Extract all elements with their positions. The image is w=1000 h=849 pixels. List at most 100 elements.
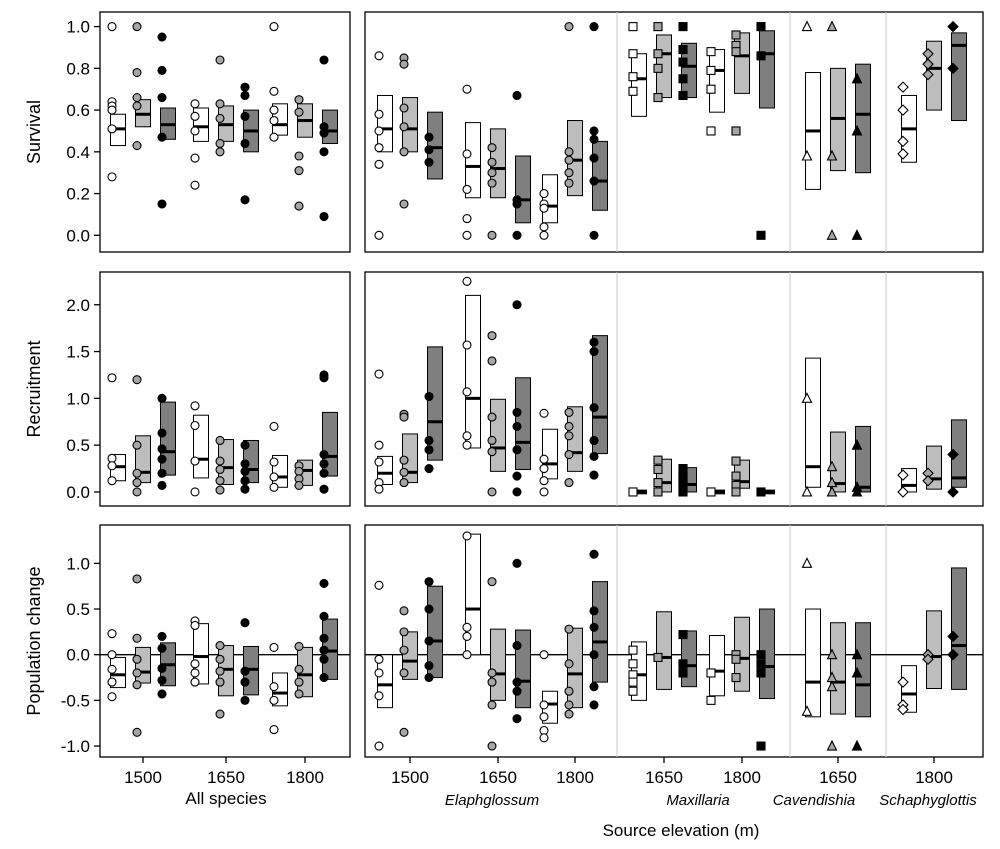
data-point	[678, 659, 688, 669]
box	[490, 398, 506, 472]
y-tick-label: 0.4	[66, 143, 90, 162]
all-species-label: All species	[185, 789, 266, 808]
data-point	[678, 90, 688, 101]
data-point	[319, 211, 329, 222]
data-point	[374, 369, 384, 379]
data-point	[487, 677, 497, 687]
data-point	[947, 486, 959, 498]
data-point	[462, 149, 472, 159]
y-tick-label: -0.5	[61, 691, 90, 710]
data-point	[240, 666, 250, 676]
data-point	[319, 373, 329, 383]
box	[681, 42, 697, 99]
data-point	[851, 648, 863, 660]
data-point	[269, 22, 279, 32]
box	[402, 631, 418, 680]
data-point	[851, 438, 863, 450]
data-point	[190, 180, 200, 190]
data-point	[269, 105, 279, 115]
data-point	[190, 99, 200, 109]
box	[926, 610, 942, 689]
data-point	[897, 81, 909, 93]
data-point	[539, 454, 549, 464]
data-point	[851, 229, 863, 240]
data-point	[269, 695, 279, 705]
data-point	[826, 149, 838, 161]
x-tick-label: 1500	[391, 768, 429, 787]
data-point	[424, 661, 434, 671]
y-tick-label: 1.0	[66, 554, 90, 573]
data-point	[706, 668, 716, 678]
data-point	[589, 22, 599, 32]
data-point	[107, 453, 117, 463]
data-point	[215, 709, 225, 719]
data-point	[399, 412, 409, 422]
data-point	[132, 487, 142, 497]
data-point	[706, 84, 716, 94]
data-point	[731, 456, 741, 466]
data-point	[107, 172, 117, 182]
box	[542, 174, 558, 224]
data-point	[539, 733, 549, 743]
data-point	[240, 138, 250, 149]
data-point	[539, 650, 549, 660]
y-tick-label: 0.8	[66, 59, 90, 78]
data-point	[756, 51, 766, 61]
data-point	[564, 155, 574, 165]
data-point	[731, 471, 741, 481]
x-tick-label: 1650	[819, 768, 857, 787]
data-point	[132, 22, 142, 32]
data-point	[487, 178, 497, 188]
data-point	[487, 412, 497, 422]
data-point	[157, 393, 167, 403]
data-point	[107, 476, 117, 486]
data-point	[190, 456, 200, 466]
data-point	[399, 103, 409, 113]
genus-label-maxillaria: Maxillaria	[666, 792, 729, 809]
data-point	[157, 675, 167, 685]
data-point	[319, 484, 329, 494]
data-point	[512, 487, 522, 497]
data-point	[653, 478, 663, 488]
genus-label-cavendishia: Cavendishia	[773, 792, 856, 809]
data-point	[826, 20, 838, 32]
panel-frame-all-species	[99, 11, 351, 253]
data-point	[512, 421, 522, 431]
data-point	[589, 622, 599, 632]
data-point	[589, 682, 599, 692]
data-point	[564, 168, 574, 178]
data-point	[190, 126, 200, 136]
data-point	[897, 486, 909, 498]
genus-labels: Elaphglossum Maxillaria Cavendishia Schaphy…	[445, 792, 977, 809]
data-point	[589, 549, 599, 559]
data-point	[424, 435, 434, 446]
data-point	[487, 157, 497, 167]
y-tick-label: 0.2	[66, 185, 90, 204]
data-point	[190, 487, 200, 497]
data-point	[897, 676, 909, 688]
data-point	[653, 22, 663, 32]
data-point	[539, 222, 549, 232]
data-point	[190, 620, 200, 631]
data-point	[294, 201, 304, 211]
data-point	[512, 641, 522, 651]
data-point	[132, 67, 142, 78]
data-point	[107, 650, 117, 660]
data-point	[653, 49, 663, 59]
data-point	[157, 468, 167, 478]
data-point	[190, 677, 200, 687]
data-point	[319, 611, 329, 621]
data-point	[374, 126, 384, 136]
x-tick-label: 1800	[556, 768, 594, 787]
data-point	[462, 184, 472, 194]
data-point	[512, 230, 522, 240]
data-point	[157, 428, 167, 438]
box	[951, 567, 967, 690]
data-point	[215, 99, 225, 109]
data-point	[628, 677, 638, 687]
data-point	[487, 668, 497, 678]
data-point	[319, 578, 329, 589]
data-point	[240, 695, 250, 705]
box	[901, 665, 917, 713]
panel-frame-all-species	[99, 524, 351, 758]
